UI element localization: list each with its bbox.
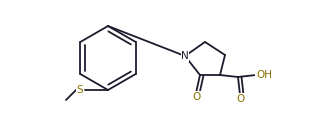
Text: OH: OH [256,70,272,80]
Text: N: N [181,51,189,61]
Text: O: O [192,92,200,102]
Text: O: O [236,94,244,104]
Text: S: S [77,85,83,95]
